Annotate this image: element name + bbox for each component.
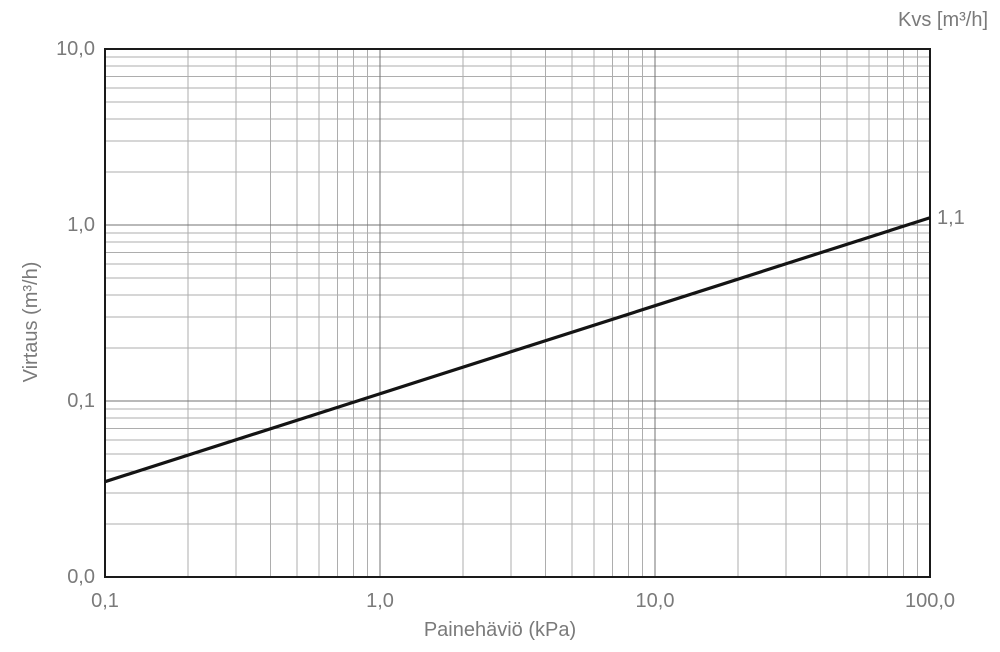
y-tick-label: 0,1 bbox=[67, 390, 95, 412]
x-tick-label: 100,0 bbox=[904, 590, 956, 612]
x-tick-label: 0,1 bbox=[91, 590, 119, 612]
x-tick-label: 10,0 bbox=[635, 590, 675, 612]
x-tick-label: 1,0 bbox=[366, 590, 394, 612]
x-axis-title: Painehäviö (kPa) bbox=[423, 619, 577, 641]
chart-title: Kvs [m³/h] bbox=[897, 9, 988, 31]
y-tick-label: 1,0 bbox=[67, 214, 95, 236]
plot-frame bbox=[103, 47, 932, 579]
y-axis-title: Virtaus (m³/h) bbox=[20, 261, 42, 383]
series-line-kvs bbox=[104, 216, 931, 484]
y-tick-label: 10,0 bbox=[56, 38, 95, 60]
series-kvs-label: 1,1 bbox=[937, 206, 965, 229]
y-tick-label: 0,0 bbox=[67, 566, 95, 588]
